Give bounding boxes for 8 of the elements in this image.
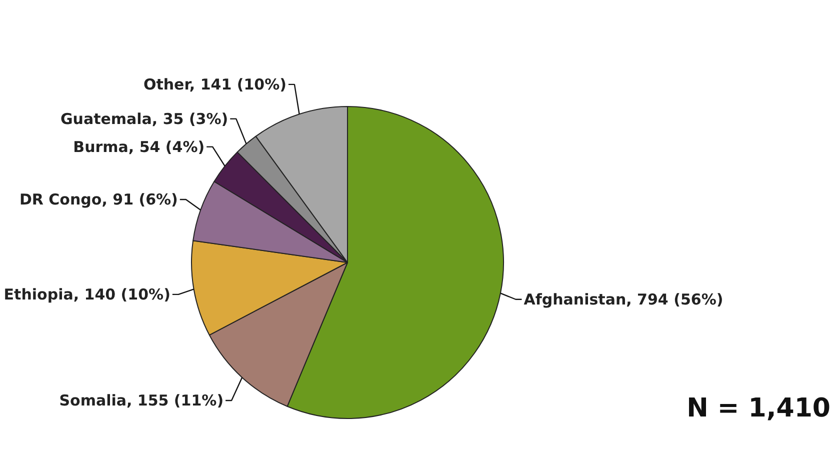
slice-label: Other, 141 (10%) [143,75,286,94]
slice-label: Somalia, 155 (11%) [59,391,224,410]
slice-label: Afghanistan, 794 (56%) [524,290,724,308]
slice-label: DR Congo, 91 (6%) [19,190,178,209]
text: N = 1,410 [686,394,830,424]
slice-label: Burma, 54 (4%) [73,138,205,156]
slice-label: Guatemala, 35 (3%) [60,110,228,128]
slice-label: Ethiopia, 140 (10%) [4,285,170,304]
